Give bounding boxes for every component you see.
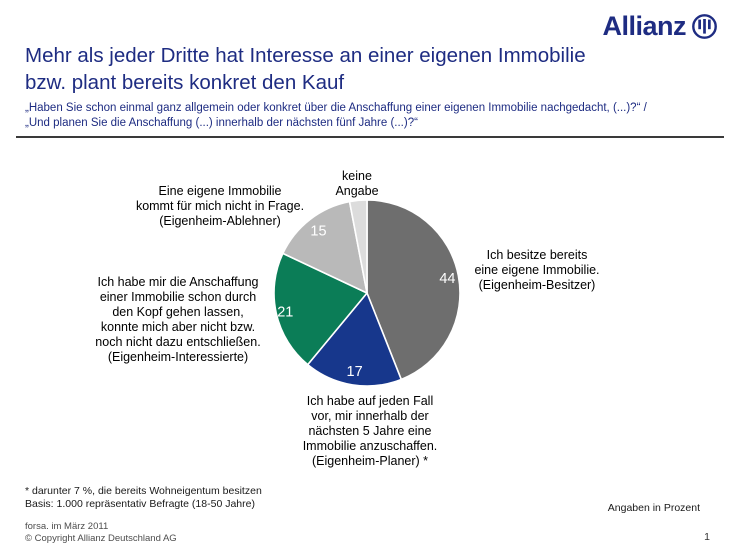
unit-note: Angaben in Prozent <box>607 502 700 514</box>
header-divider <box>16 136 724 138</box>
label-eigenheim-interessierte: Ich habe mir die Anschaffung einer Immob… <box>95 275 261 364</box>
pie-slice-4 <box>348 199 368 294</box>
label-eigenheim-planer: Ich habe auf jeden Fall vor, mir innerha… <box>302 394 438 468</box>
label-eigenheim-ablehner: Eine eigene Immobilie kommt für mich nic… <box>135 184 305 228</box>
pie-chart: 44 17 21 15 <box>273 199 461 387</box>
page-number: 1 <box>704 531 710 543</box>
survey-question-subtitle: „Haben Sie schon einmal ganz allgemein o… <box>25 102 647 129</box>
allianz-logo: Allianz <box>602 13 718 40</box>
label-eigenheim-besitzer: Ich besitze bereits eine eigene Immobili… <box>474 248 600 292</box>
pie-slice-1 <box>306 292 403 387</box>
page-title: Mehr als jeder Dritte hat Interesse an e… <box>25 44 586 94</box>
label-keine-angabe: keine Angabe <box>335 169 379 198</box>
pie-value-label: 17 <box>347 364 363 380</box>
pie-slice-0 <box>366 199 461 381</box>
footnote-basis: * darunter 7 %, die bereits Wohneigentum… <box>25 485 262 510</box>
pie-value-label: 44 <box>439 271 455 287</box>
pie-slice-3 <box>282 200 368 294</box>
source-copyright: forsa. im März 2011 © Copyright Allianz … <box>25 521 177 544</box>
allianz-logo-text: Allianz <box>602 11 686 41</box>
pie-slice-2 <box>273 252 368 366</box>
pie-value-label: 21 <box>277 304 293 320</box>
allianz-eagle-icon <box>692 14 717 39</box>
pie-value-label: 15 <box>310 224 326 240</box>
